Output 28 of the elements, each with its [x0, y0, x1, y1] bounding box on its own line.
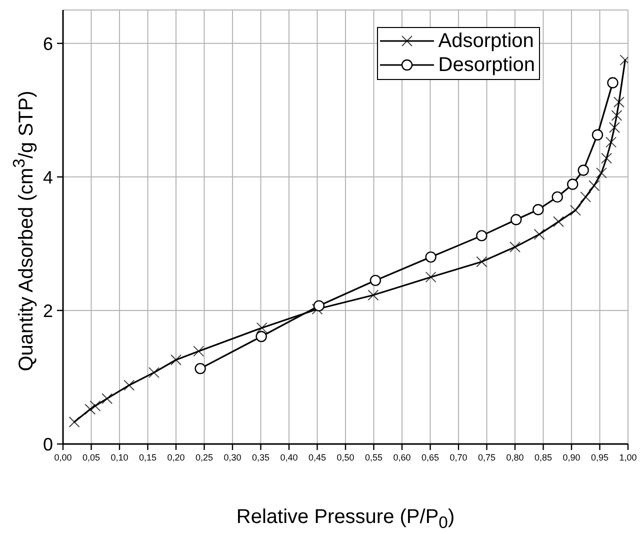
x-tick-label: 0,55: [364, 452, 383, 462]
legend-label: Adsorption: [438, 30, 534, 52]
x-axis-title: Relative Pressure (P/P$_{0}$): [235, 506, 456, 533]
x-tick-label: 0,15: [138, 452, 157, 462]
y-tick-label: 6: [42, 34, 53, 54]
x-tick-label: 0,10: [110, 452, 128, 462]
x-tick-label: 0,75: [478, 452, 496, 462]
x-tick-label: 0,90: [562, 452, 580, 462]
x-tick-label: 0,20: [167, 452, 185, 462]
x-tick-label: 0,95: [590, 452, 609, 462]
y-tick-label: 0: [42, 434, 53, 454]
x-tick-label: 1,00: [619, 452, 637, 462]
x-tick-label: 0,60: [393, 452, 411, 462]
x-tick-label: 0,80: [506, 452, 524, 462]
x-tick-label: 0,45: [308, 452, 326, 462]
legend-label: Desorption: [438, 54, 535, 76]
x-tick-label: 0,25: [195, 452, 214, 462]
x-tick-label: 0,70: [450, 452, 468, 462]
x-tick-label: 0,85: [534, 452, 552, 462]
x-tick-label: 0,65: [421, 452, 440, 462]
x-tick-label: 0,35: [252, 452, 270, 462]
y-tick-label: 4: [42, 167, 53, 188]
x-tick-label: 0,05: [82, 452, 100, 462]
x-tick-label: 0,30: [224, 452, 242, 462]
y-tick-label: 2: [42, 300, 53, 321]
x-tick-label: 0,50: [336, 452, 354, 462]
x-tick-label: 0,00: [54, 452, 72, 462]
x-tick-label: 0,40: [280, 452, 298, 462]
